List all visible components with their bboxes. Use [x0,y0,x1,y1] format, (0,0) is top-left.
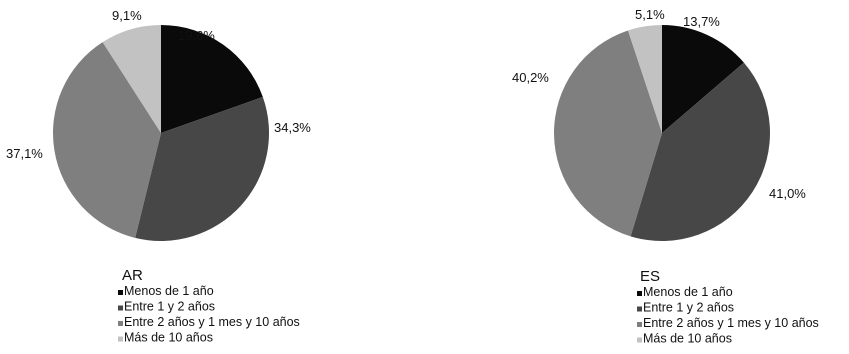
legend-swatch-ar-menos-1 [118,290,123,295]
pie-slice-ar-menos-1 [161,25,263,133]
legend-swatch-es-entre-2-10 [637,322,642,327]
chart-title-ar: AR [122,267,143,284]
legend-label-es-entre-2-10: Entre 2 años y 1 mes y 10 años [643,316,819,330]
legend-swatch-es-menos-1 [637,291,642,296]
legend-swatch-ar-entre-2-10 [118,321,123,326]
legend-label-ar-menos-1: Menos de 1 año [124,284,214,298]
legend-label-es-mas-10: Más de 10 años [643,332,732,346]
pie-slice-es-entre-1-2 [630,62,770,241]
pie-chart-es: 13,7% 41,0% 40,2% 5,1% [512,7,806,241]
data-label-ar-entre-2-10: 37,1% [6,146,43,161]
pie-slice-es-mas-10 [627,25,662,133]
legend-swatch-es-mas-10 [637,337,642,343]
data-label-ar-mas-10: 9,1% [112,8,142,23]
legend-label-es-entre-1-2: Entre 1 y 2 años [643,301,734,315]
pie-slice-es-entre-2-10 [554,30,662,237]
pie-slice-ar-mas-10 [102,25,161,133]
pie-chart-ar: 19,6% 34,3% 37,1% 9,1% [6,8,311,241]
data-label-ar-menos-1: 19,6% [178,28,215,43]
data-label-ar-entre-1-2: 34,3% [274,120,311,135]
legend-swatch-ar-mas-10 [118,336,123,342]
legend-swatch-es-entre-1-2 [637,306,642,312]
legend-label-ar-entre-2-10: Entre 2 años y 1 mes y 10 años [124,315,300,329]
legend-label-es-menos-1: Menos de 1 año [643,285,733,299]
legend-label-ar-entre-1-2: Entre 1 y 2 años [124,300,215,314]
chart-title-es: ES [640,268,660,285]
data-label-es-mas-10: 5,1% [635,7,665,22]
legend-label-ar-mas-10: Más de 10 años [124,331,213,345]
data-label-es-menos-1: 13,7% [683,14,720,29]
data-label-es-entre-2-10: 40,2% [512,70,549,85]
legend-swatch-ar-entre-1-2 [118,305,123,311]
pie-slice-ar-entre-1-2 [135,96,270,241]
data-label-es-entre-1-2: 41,0% [769,186,806,201]
pie-slice-es-menos-1 [662,25,744,133]
pie-slice-ar-entre-2-10 [52,42,161,238]
